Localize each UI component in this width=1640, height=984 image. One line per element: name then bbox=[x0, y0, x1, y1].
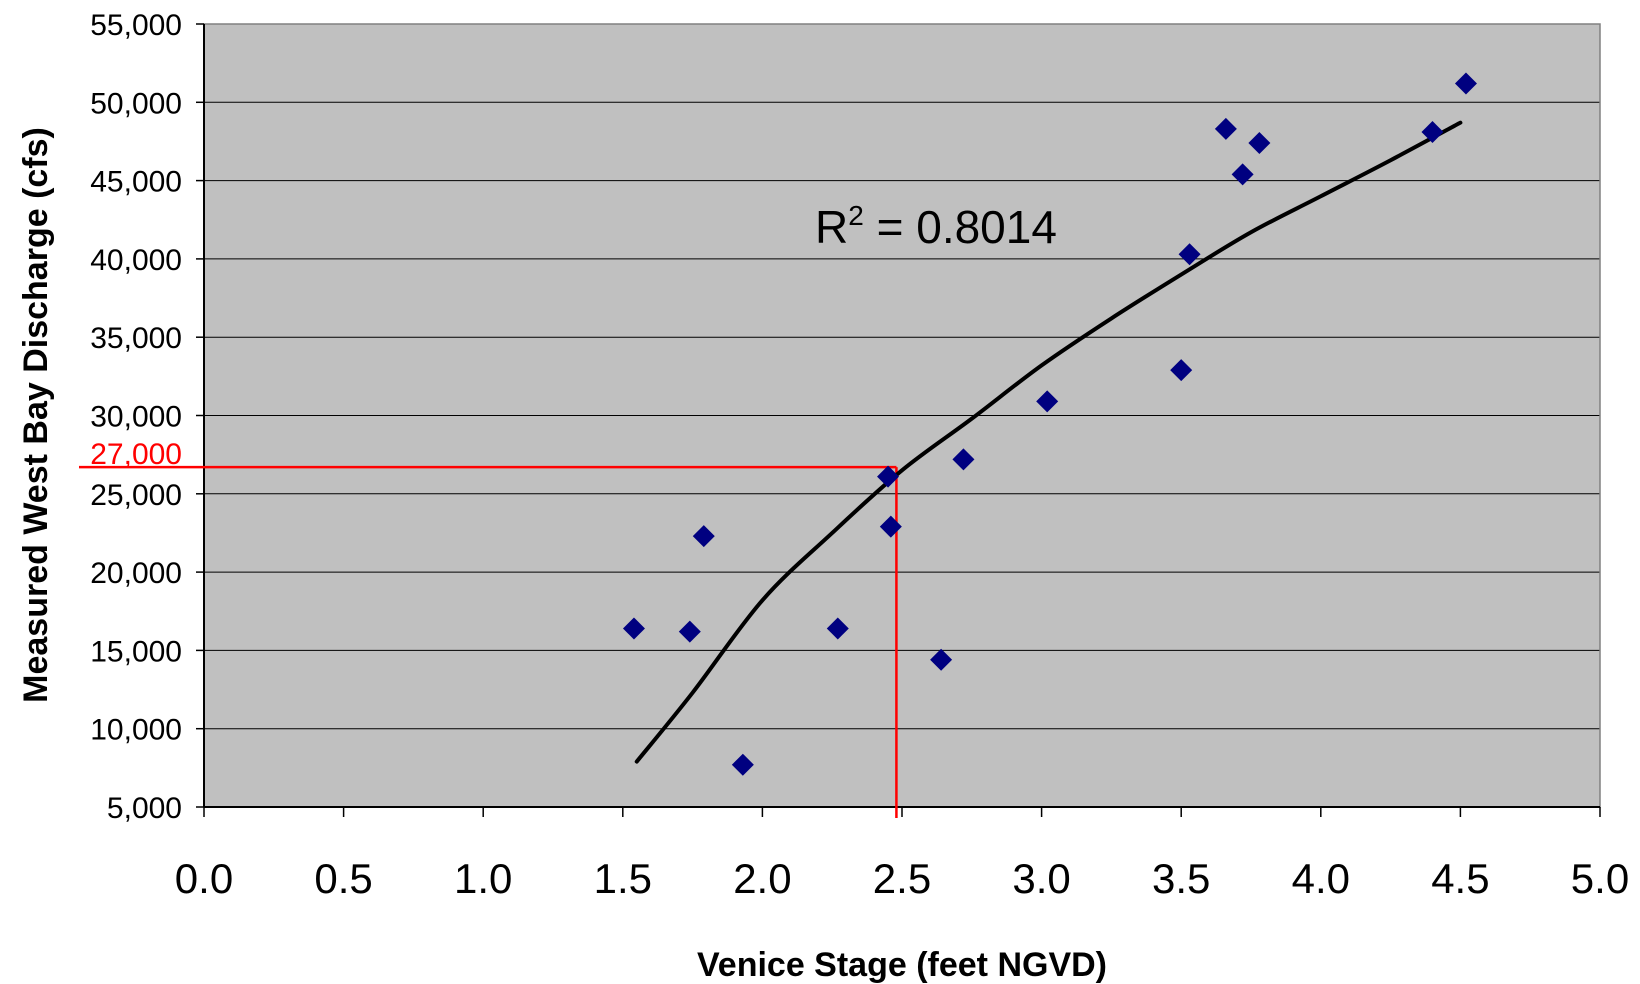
data-point bbox=[826, 617, 849, 640]
y-axis-title: Measured West Bay Discharge (cfs) bbox=[17, 127, 55, 703]
trendline bbox=[634, 120, 1463, 764]
y-tick-label: 55,000 bbox=[90, 9, 182, 42]
y-tick-label: 5,000 bbox=[107, 792, 182, 825]
data-point bbox=[879, 515, 902, 538]
data-point bbox=[678, 620, 701, 643]
x-axis-title: Venice Stage (feet NGVD) bbox=[697, 946, 1107, 984]
x-tick-labels: 0.0 0.5 1.0 1.5 2.0 2.5 3.0 3.5 4.0 4.5 5.0 bbox=[175, 807, 1629, 902]
x-tick-label: 3.0 bbox=[1012, 855, 1070, 902]
x-tick-label: 2.5 bbox=[873, 855, 931, 902]
data-point bbox=[1178, 243, 1201, 266]
r-squared-annotation: R2 = 0.8014 bbox=[815, 200, 1057, 253]
x-tick-label: 4.5 bbox=[1431, 855, 1489, 902]
data-point bbox=[1248, 132, 1271, 155]
reference-label: 27,000 bbox=[90, 438, 182, 471]
data-point bbox=[930, 648, 953, 671]
data-point bbox=[1421, 121, 1444, 144]
y-tick-label: 30,000 bbox=[90, 401, 182, 434]
data-point bbox=[1214, 117, 1237, 140]
data-point bbox=[952, 448, 975, 471]
data-point bbox=[1036, 390, 1059, 413]
x-tick-label: 1.5 bbox=[594, 855, 652, 902]
x-tick-label: 4.0 bbox=[1292, 855, 1350, 902]
x-tick-label: 0.5 bbox=[314, 855, 372, 902]
y-tick-label: 20,000 bbox=[90, 557, 182, 590]
y-tick-labels: 5,000 10,000 15,000 20,000 25,000 30,000 35,00… bbox=[90, 9, 204, 825]
x-tick-label: 1.0 bbox=[454, 855, 512, 902]
data-point bbox=[692, 525, 715, 548]
y-tick-label: 15,000 bbox=[90, 635, 182, 668]
data-point bbox=[1170, 359, 1193, 382]
data-point bbox=[731, 753, 754, 776]
x-tick-label: 0.0 bbox=[175, 855, 233, 902]
y-tick-label: 40,000 bbox=[90, 244, 182, 277]
x-tick-label: 2.0 bbox=[733, 855, 791, 902]
y-tick-label: 25,000 bbox=[90, 479, 182, 512]
data-point bbox=[622, 617, 645, 640]
data-point bbox=[1454, 72, 1477, 95]
y-tick-label: 45,000 bbox=[90, 166, 182, 199]
data-points bbox=[622, 72, 1477, 776]
y-tick-label: 35,000 bbox=[90, 322, 182, 355]
data-point bbox=[1231, 163, 1254, 186]
y-tick-label: 50,000 bbox=[90, 87, 182, 120]
x-tick-label: 3.5 bbox=[1152, 855, 1210, 902]
x-tick-label: 5.0 bbox=[1571, 855, 1629, 902]
y-tick-label: 10,000 bbox=[90, 714, 182, 747]
data-point bbox=[877, 465, 900, 488]
